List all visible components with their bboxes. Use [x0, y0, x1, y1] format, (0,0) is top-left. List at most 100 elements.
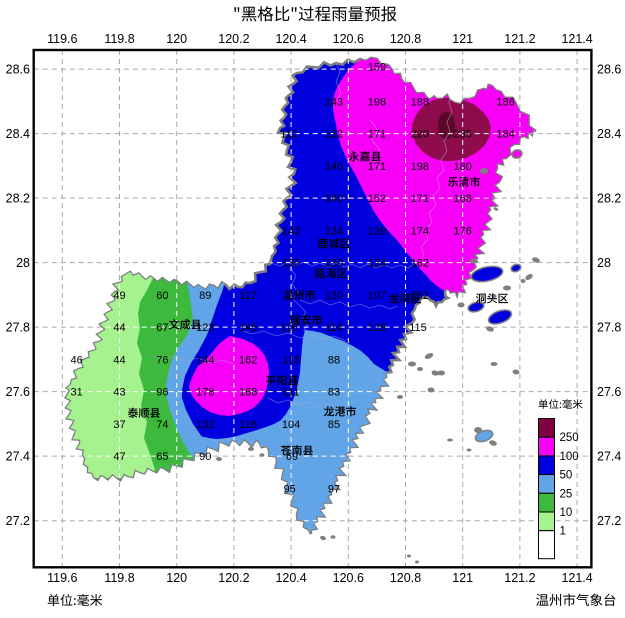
- svg-text:100: 100: [560, 451, 579, 463]
- svg-text:90: 90: [199, 451, 211, 463]
- svg-text:124: 124: [368, 258, 386, 270]
- svg-text:159: 159: [368, 62, 386, 74]
- svg-text:135: 135: [282, 258, 300, 270]
- svg-text:28.6: 28.6: [597, 63, 621, 77]
- svg-text:47: 47: [113, 451, 125, 463]
- svg-text:28.6: 28.6: [6, 63, 30, 77]
- svg-text:113: 113: [282, 354, 300, 366]
- svg-text:28.2: 28.2: [6, 192, 30, 206]
- svg-text:114: 114: [325, 322, 343, 334]
- svg-text:89: 89: [199, 290, 211, 302]
- svg-text:28.2: 28.2: [597, 192, 621, 206]
- svg-text:1: 1: [560, 526, 566, 538]
- svg-text:128: 128: [368, 322, 386, 334]
- svg-text:130: 130: [325, 258, 343, 270]
- svg-text:31: 31: [70, 387, 82, 399]
- svg-text:120.8: 120.8: [390, 571, 421, 585]
- svg-text:168: 168: [239, 387, 257, 399]
- svg-text:134: 134: [325, 225, 343, 237]
- svg-text:162: 162: [411, 258, 429, 270]
- svg-text:198: 198: [411, 161, 429, 173]
- svg-text:132: 132: [325, 129, 343, 141]
- svg-text:178: 178: [196, 387, 214, 399]
- svg-text:28: 28: [16, 256, 30, 270]
- svg-text:119.8: 119.8: [104, 32, 134, 46]
- svg-text:27.8: 27.8: [6, 321, 30, 335]
- svg-text:121: 121: [452, 32, 473, 46]
- svg-text:112: 112: [280, 129, 298, 141]
- svg-text:130: 130: [325, 290, 343, 302]
- svg-text:119.6: 119.6: [47, 571, 77, 585]
- svg-text:27.2: 27.2: [597, 514, 621, 528]
- svg-text:188: 188: [411, 96, 429, 108]
- svg-text:120.2: 120.2: [218, 32, 249, 46]
- svg-text:28.4: 28.4: [597, 127, 621, 141]
- svg-text:43: 43: [113, 387, 125, 399]
- svg-text:74: 74: [156, 419, 168, 431]
- svg-text:121.4: 121.4: [561, 571, 592, 585]
- svg-text:176: 176: [454, 225, 472, 237]
- svg-text:65: 65: [156, 451, 168, 463]
- svg-text:27.6: 27.6: [6, 385, 30, 399]
- svg-text:116: 116: [280, 322, 298, 334]
- svg-text:235: 235: [454, 129, 472, 141]
- svg-text:120.6: 120.6: [333, 571, 364, 585]
- svg-text:145: 145: [239, 322, 257, 334]
- svg-text:186: 186: [496, 96, 514, 108]
- svg-text:168: 168: [454, 193, 472, 205]
- svg-text:10: 10: [560, 507, 573, 519]
- svg-text:83: 83: [328, 387, 340, 399]
- svg-text:132: 132: [196, 419, 214, 431]
- svg-text:120.4: 120.4: [275, 32, 306, 46]
- svg-text:171: 171: [368, 129, 386, 141]
- svg-text:250: 250: [560, 432, 579, 444]
- svg-text:140: 140: [325, 161, 343, 173]
- svg-text:121.2: 121.2: [504, 32, 535, 46]
- svg-text:49: 49: [113, 290, 125, 302]
- svg-text:144: 144: [196, 354, 214, 366]
- svg-text:111: 111: [283, 387, 300, 399]
- svg-text:96: 96: [156, 387, 168, 399]
- svg-text:27.4: 27.4: [597, 450, 621, 464]
- svg-text:95: 95: [284, 483, 296, 495]
- svg-text:37: 37: [113, 419, 125, 431]
- svg-text:152: 152: [411, 290, 429, 302]
- svg-text:120.4: 120.4: [275, 571, 306, 585]
- svg-text:120.2: 120.2: [218, 571, 249, 585]
- svg-text:121.2: 121.2: [504, 571, 535, 585]
- svg-text:50: 50: [560, 470, 573, 482]
- svg-text:117: 117: [239, 290, 257, 302]
- svg-text:140: 140: [325, 193, 343, 205]
- svg-text:76: 76: [156, 354, 168, 366]
- svg-text:120: 120: [166, 571, 187, 585]
- svg-text:27.6: 27.6: [597, 385, 621, 399]
- svg-text:121.4: 121.4: [561, 32, 592, 46]
- svg-text:46: 46: [70, 354, 82, 366]
- svg-text:120: 120: [166, 32, 187, 46]
- svg-text:121: 121: [452, 571, 473, 585]
- svg-text:116: 116: [239, 419, 257, 431]
- svg-text:28.4: 28.4: [6, 127, 30, 141]
- svg-text:152: 152: [368, 193, 386, 205]
- svg-text:44: 44: [113, 354, 125, 366]
- svg-text:67: 67: [156, 322, 168, 334]
- svg-text:184: 184: [496, 129, 514, 141]
- svg-text:27.8: 27.8: [597, 321, 621, 335]
- svg-text:25: 25: [560, 488, 573, 500]
- svg-text:115: 115: [409, 322, 427, 334]
- svg-text:171: 171: [368, 161, 386, 173]
- svg-text:28: 28: [597, 256, 611, 270]
- svg-text:107: 107: [368, 290, 386, 302]
- svg-text:44: 44: [113, 322, 125, 334]
- svg-text:27.2: 27.2: [6, 514, 30, 528]
- svg-text:123: 123: [196, 322, 214, 334]
- svg-text:104: 104: [282, 419, 300, 431]
- svg-text:162: 162: [239, 354, 257, 366]
- svg-text:220: 220: [411, 129, 429, 141]
- svg-text:198: 198: [368, 96, 386, 108]
- svg-text:119.8: 119.8: [104, 571, 134, 585]
- svg-text:139: 139: [368, 225, 386, 237]
- svg-text:97: 97: [328, 483, 340, 495]
- svg-text:85: 85: [328, 419, 340, 431]
- svg-text:174: 174: [411, 225, 429, 237]
